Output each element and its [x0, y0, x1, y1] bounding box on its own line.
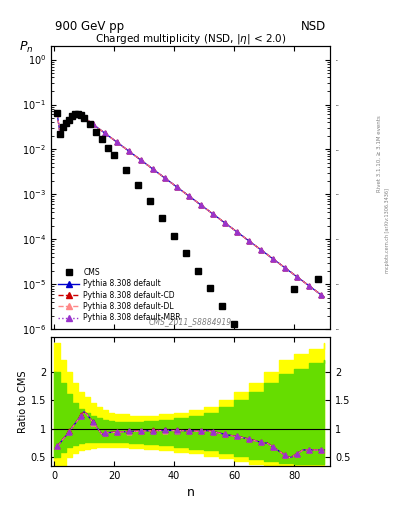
X-axis label: n: n	[187, 486, 195, 499]
Text: NSD: NSD	[301, 20, 326, 33]
Title: Charged multiplicity (NSD, $|\eta|$ < 2.0): Charged multiplicity (NSD, $|\eta|$ < 2.…	[95, 32, 286, 46]
Text: CMS_2011_S8884919: CMS_2011_S8884919	[149, 317, 232, 326]
Text: 900 GeV pp: 900 GeV pp	[55, 20, 124, 33]
Y-axis label: $P_n$: $P_n$	[19, 39, 33, 55]
Y-axis label: Ratio to CMS: Ratio to CMS	[18, 370, 28, 433]
Text: Rivet 3.1.10, ≥ 3.1M events: Rivet 3.1.10, ≥ 3.1M events	[377, 115, 382, 192]
Legend: CMS, Pythia 8.308 default, Pythia 8.308 default-CD, Pythia 8.308 default-DL, Pyt: CMS, Pythia 8.308 default, Pythia 8.308 …	[55, 265, 184, 325]
Text: mcplots.cern.ch [arXiv:1306.3436]: mcplots.cern.ch [arXiv:1306.3436]	[385, 188, 389, 273]
